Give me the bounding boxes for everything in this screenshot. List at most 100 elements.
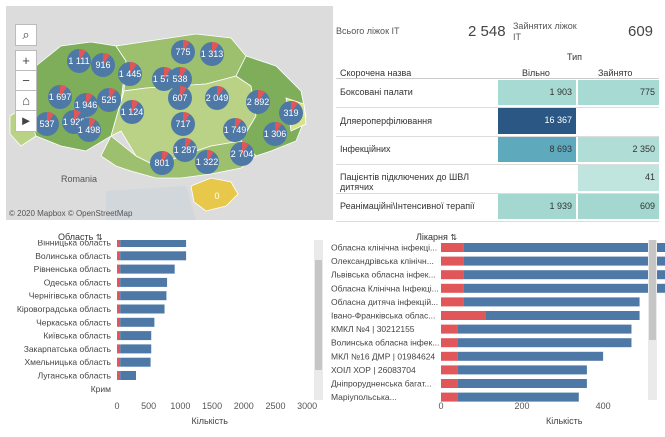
- zoom-in-button[interactable]: +: [15, 50, 37, 72]
- scrollbar-thumb[interactable]: [649, 240, 656, 340]
- bar-free[interactable]: [120, 251, 187, 261]
- bar-free[interactable]: [120, 304, 165, 314]
- bar-free[interactable]: [463, 270, 665, 280]
- region-pie-6[interactable]: 538: [168, 67, 192, 91]
- table-row[interactable]: Боксовані палати 1 903 775: [336, 79, 659, 109]
- cell-busy[interactable]: 775: [578, 80, 659, 106]
- bar-label[interactable]: Крим: [91, 384, 111, 394]
- bar-free[interactable]: [457, 338, 632, 348]
- bar-busy[interactable]: [441, 365, 458, 375]
- column-header-name[interactable]: Скорочена назва: [340, 68, 412, 78]
- column-header-busy[interactable]: Зайнято: [598, 68, 633, 78]
- bar-label[interactable]: Київська область: [43, 331, 111, 341]
- bar-free[interactable]: [120, 317, 155, 327]
- bar-free[interactable]: [120, 240, 187, 247]
- region-pie-0[interactable]: 1 111: [67, 49, 91, 73]
- bar-free[interactable]: [485, 311, 640, 320]
- region-pie-24[interactable]: 1 322: [195, 150, 219, 174]
- bar-busy[interactable]: [441, 243, 464, 252]
- table-row[interactable]: Дляероперфілювання 16 367: [336, 107, 659, 137]
- pan-button[interactable]: ►: [15, 110, 37, 132]
- region-pie-18[interactable]: 717: [171, 112, 195, 136]
- region-pie-2[interactable]: 1 445: [118, 62, 142, 86]
- bar-free[interactable]: [120, 277, 168, 287]
- bar-busy[interactable]: [117, 317, 121, 327]
- bar-busy[interactable]: [441, 283, 464, 293]
- region-pie-25[interactable]: 0: [206, 185, 228, 207]
- region-pie-23[interactable]: 801: [150, 151, 174, 175]
- bar-busy[interactable]: [117, 251, 121, 261]
- bar-label[interactable]: КМКЛ №4 | 30212155: [331, 324, 415, 334]
- bar-label[interactable]: Івано-Франківська облас...: [331, 311, 435, 321]
- table-row[interactable]: Інфекційних 8 693 2 350: [336, 136, 659, 166]
- table-row[interactable]: Пацієнтів підключених до ШВЛ дитячих 41: [336, 164, 659, 194]
- region-pie-10[interactable]: 1 124: [120, 100, 144, 124]
- bar-free[interactable]: [457, 392, 579, 402]
- scrollbar-thumb[interactable]: [315, 260, 322, 370]
- cell-free[interactable]: 1 903: [498, 80, 576, 106]
- bar-free[interactable]: [457, 365, 587, 375]
- bar-label[interactable]: Львівська обласна інфек...: [331, 270, 436, 280]
- bar-free[interactable]: [463, 283, 665, 293]
- bar-label[interactable]: Обласна Клінічна Інфекці...: [331, 283, 439, 293]
- bar-busy[interactable]: [441, 256, 464, 266]
- bar-busy[interactable]: [441, 351, 458, 361]
- cell-busy[interactable]: 2 350: [578, 136, 659, 163]
- region-pie-1[interactable]: 916: [91, 53, 115, 77]
- table-row[interactable]: Реанімаційні\Інтенсивної терапії 1 939 609: [336, 193, 659, 222]
- oblast-bar-chart[interactable]: Вінницька область Волинська область Рівнен…: [0, 240, 326, 437]
- region-pie-12[interactable]: 2 049: [205, 86, 229, 110]
- bar-busy[interactable]: [441, 311, 486, 320]
- cell-busy[interactable]: 41: [578, 165, 659, 191]
- bar-label[interactable]: Олександрівська клінічн...: [331, 256, 434, 266]
- bar-label[interactable]: Маріупольська...: [331, 392, 397, 402]
- region-pie-15[interactable]: 537: [35, 112, 59, 136]
- sort-icon[interactable]: ⇅: [95, 233, 103, 242]
- bar-label[interactable]: Дніпрорудненська багат...: [331, 379, 432, 389]
- bar-busy[interactable]: [117, 291, 121, 301]
- bar-free[interactable]: [120, 291, 167, 301]
- bar-label[interactable]: ХОІЛ ХОР | 26083704: [331, 365, 416, 375]
- bar-busy[interactable]: [117, 331, 121, 341]
- region-pie-19[interactable]: 1 749: [223, 118, 247, 142]
- cell-busy[interactable]: 609: [578, 193, 659, 219]
- bar-label[interactable]: Черкаська область: [36, 317, 111, 327]
- bar-free[interactable]: [120, 264, 175, 274]
- bar-busy[interactable]: [117, 264, 121, 274]
- cell-free[interactable]: 8 693: [498, 136, 576, 163]
- region-pie-7[interactable]: 1 697: [48, 85, 72, 109]
- cell-free[interactable]: 1 939: [498, 193, 576, 219]
- bar-label[interactable]: МКЛ №16 ДМР | 01984624: [331, 351, 435, 361]
- bar-label[interactable]: Чернігівська область: [29, 291, 112, 301]
- ukraine-map[interactable]: 1 111 916 1 445 775 1 313 1 575 538 1 697 1 946 5…: [6, 6, 333, 220]
- bar-label[interactable]: Обласна дитяча інфекцій...: [331, 297, 438, 307]
- zoom-out-button[interactable]: −: [15, 70, 37, 92]
- bar-busy[interactable]: [441, 379, 458, 388]
- bar-busy[interactable]: [117, 371, 121, 380]
- bar-label[interactable]: Луганська область: [38, 371, 112, 381]
- bar-free[interactable]: [463, 297, 640, 307]
- region-pie-22[interactable]: 2 704: [230, 142, 254, 166]
- region-pie-21[interactable]: 1 287: [173, 138, 197, 162]
- bar-label[interactable]: Закарпатська область: [24, 344, 112, 354]
- bar-free[interactable]: [463, 256, 665, 266]
- bar-free[interactable]: [457, 324, 632, 334]
- home-button[interactable]: ⌂: [15, 90, 37, 112]
- bar-busy[interactable]: [441, 324, 458, 334]
- bar-busy[interactable]: [441, 392, 458, 402]
- region-pie-4[interactable]: 1 313: [200, 42, 224, 66]
- bar-label[interactable]: Рівненська область: [34, 264, 112, 274]
- bar-busy[interactable]: [117, 344, 121, 354]
- bar-label[interactable]: Волинська обласна інфек...: [331, 338, 439, 348]
- bar-free[interactable]: [120, 371, 137, 380]
- region-pie-9[interactable]: 525: [97, 88, 121, 112]
- cell-free[interactable]: 16 367: [498, 108, 576, 134]
- bar-free[interactable]: [457, 351, 604, 361]
- bar-busy[interactable]: [117, 240, 121, 247]
- hospital-bar-chart[interactable]: Обласна клінічна інфекці... Олександрівсь…: [328, 240, 665, 437]
- region-pie-3[interactable]: 775: [171, 40, 195, 64]
- bar-busy[interactable]: [441, 297, 464, 307]
- sort-icon[interactable]: ⇅: [450, 233, 458, 242]
- region-pie-14[interactable]: 319: [279, 101, 303, 125]
